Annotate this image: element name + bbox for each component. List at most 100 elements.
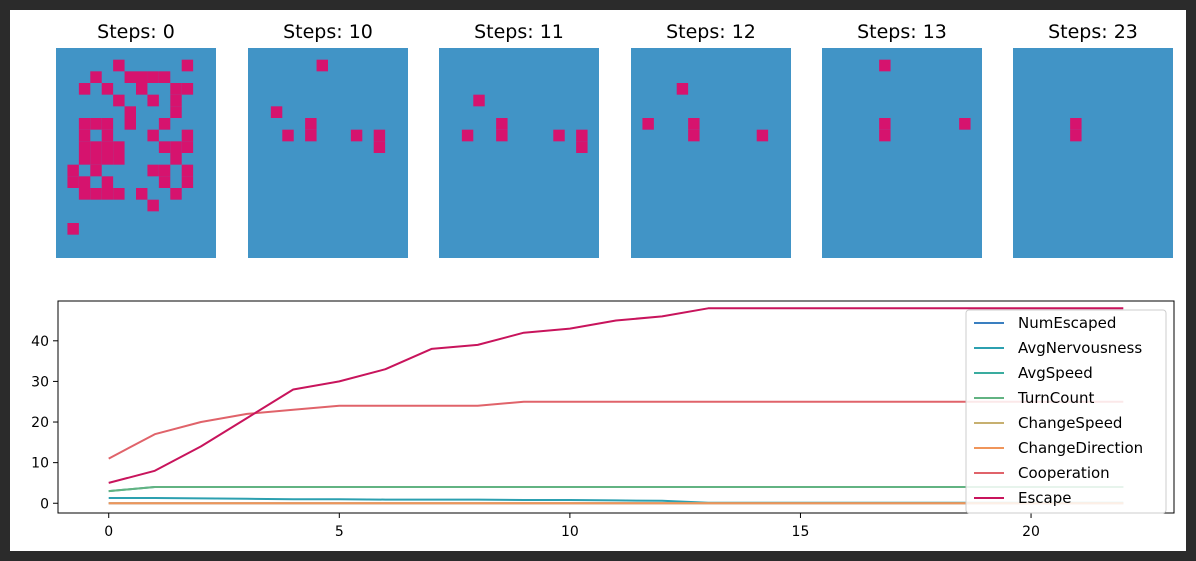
legend-label: NumEscaped [1018,314,1116,332]
agent-cell [78,141,91,153]
grid-background [822,48,982,258]
agent-cell [101,129,114,142]
agent-cell [90,71,102,83]
legend-label: ChangeSpeed [1018,414,1122,432]
agent-cell [461,129,474,142]
agent-cell [576,129,588,142]
agent-cell [101,176,114,188]
agent-cell [316,59,328,72]
agent-cell [78,188,91,200]
grid-background [631,48,791,258]
legend-box [965,309,1167,514]
agent-cell [90,164,102,177]
agent-cell [101,83,114,95]
agent-cell [136,188,148,200]
series-line-cooperation [108,400,1124,460]
agent-cell [496,129,508,142]
legend-label: TurnCount [1017,389,1094,407]
y-tick-label: 20 [31,415,49,431]
line-chart: 0 5 10 15 20 0 10 20 30 40 NumEscaped AvgNervousnes… [31,300,1175,540]
agent-cell [113,94,125,107]
grid-panel: Steps: 10 [248,21,408,258]
agent-cell [756,129,769,142]
grid-panel: Steps: 12 [631,21,791,258]
grid-panels: Steps: 0 Steps: 10 Steps: 11 Steps: 12 Steps… [56,21,1173,258]
panel-title: Steps: 11 [474,21,564,43]
grid-panel: Steps: 0 [56,21,216,258]
agent-cell [170,83,182,95]
panel-title: Steps: 12 [666,21,756,43]
legend-label: AvgSpeed [1018,364,1093,382]
agent-cell [270,106,283,118]
x-tick-label: 0 [104,524,113,540]
agent-cell [147,94,159,107]
agent-cell [101,118,114,130]
agent-cell [879,129,891,142]
agent-cell [879,118,891,130]
figure: Steps: 0 Steps: 10 Steps: 11 Steps: 12 Steps… [10,10,1186,551]
agent-cell [90,141,102,153]
legend-label: Cooperation [1018,464,1110,482]
agent-cell [642,118,654,130]
agent-cell [181,83,194,95]
y-tick-label: 10 [31,456,49,472]
grid-background [1013,48,1173,258]
x-tick-label: 15 [792,524,810,540]
x-tick-label: 5 [335,524,344,540]
agent-cell [67,164,79,177]
agent-cell [181,176,194,188]
agent-cell [1070,129,1082,142]
agent-cell [350,129,363,142]
agent-cell [373,129,386,142]
x-tick-label: 20 [1022,524,1040,540]
agent-cell [67,223,79,235]
agent-cell [282,129,294,142]
agent-cell [101,153,114,165]
agent-cell [170,153,182,165]
chart-svg: Steps: 0 Steps: 10 Steps: 11 Steps: 12 Steps… [31,21,1175,540]
agent-cell [90,153,102,165]
agent-cell [78,129,91,142]
legend-label: Escape [1018,489,1071,507]
agent-cell [136,83,148,95]
agent-cell [170,188,182,200]
legend-label: ChangeDirection [1018,439,1143,457]
agent-cell [113,141,125,153]
agent-cell [959,118,971,130]
agent-cell [181,164,194,177]
series-line-escape [108,307,1124,484]
agent-cell [90,188,102,200]
agent-cell [136,71,148,83]
agent-cell [676,83,689,95]
panel-title: Steps: 0 [97,21,175,43]
agent-cell [158,164,171,177]
agent-cell [170,106,182,118]
agent-cell [78,176,91,188]
agent-cell [879,59,891,72]
agent-cell [181,141,194,153]
agent-cell [113,153,125,165]
agent-cell [158,176,171,188]
agent-cell [113,188,125,200]
agent-cell [147,164,159,177]
panel-title: Steps: 10 [283,21,373,43]
agent-cell [78,153,91,165]
grid-panel: Steps: 23 [1013,21,1173,258]
agent-cell [147,71,159,83]
agent-cell [688,129,700,142]
agent-cell [124,106,136,118]
agent-cell [101,141,114,153]
y-tick-label: 0 [40,496,49,512]
agent-cell [373,141,386,153]
agent-cell [688,118,700,130]
agent-cell [147,129,159,142]
x-tick-label: 10 [561,524,579,540]
series-line-turncount [108,486,1124,493]
legend-label: AvgNervousness [1018,339,1142,357]
agent-cell [181,59,194,72]
agent-cell [553,129,565,142]
agent-cell [124,71,136,83]
agent-cell [1070,118,1082,130]
agent-cell [124,118,136,130]
agent-cell [158,141,171,153]
